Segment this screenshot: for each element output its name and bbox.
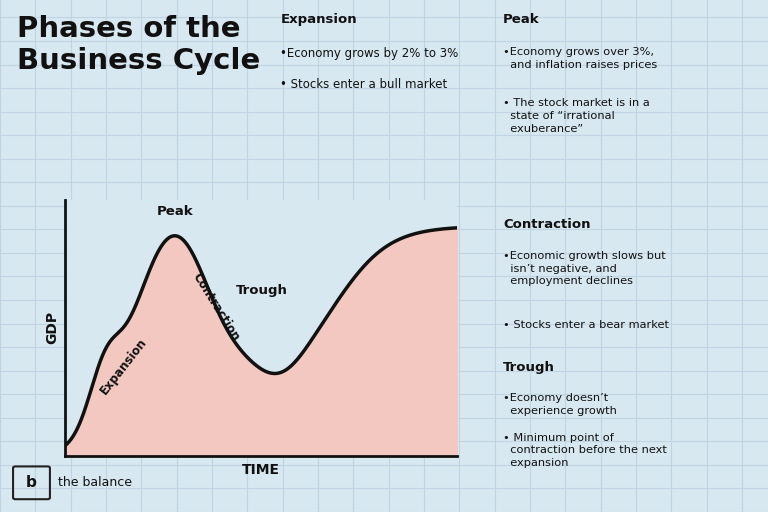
Text: Expansion: Expansion	[280, 13, 357, 26]
Text: Expansion: Expansion	[98, 335, 150, 397]
Text: • Minimum point of
  contraction before the next
  expansion: • Minimum point of contraction before th…	[503, 433, 667, 468]
Text: •Economy doesn’t
  experience growth: •Economy doesn’t experience growth	[503, 393, 617, 416]
Text: the balance: the balance	[58, 476, 131, 489]
X-axis label: TIME: TIME	[242, 463, 280, 477]
Text: Contraction: Contraction	[503, 218, 591, 230]
Text: • Stocks enter a bear market: • Stocks enter a bear market	[503, 320, 669, 330]
Text: Phases of the
Business Cycle: Phases of the Business Cycle	[17, 15, 260, 75]
Text: Contraction: Contraction	[190, 271, 242, 344]
Text: •Economy grows over 3%,
  and inflation raises prices: •Economy grows over 3%, and inflation ra…	[503, 47, 657, 70]
Text: Peak: Peak	[503, 13, 540, 26]
Text: Trough: Trough	[236, 284, 287, 297]
Text: Trough: Trough	[503, 361, 555, 374]
Text: • Stocks enter a bull market: • Stocks enter a bull market	[280, 78, 448, 91]
Text: •Economy grows by 2% to 3%: •Economy grows by 2% to 3%	[280, 47, 458, 60]
Text: •Economic growth slows but
  isn’t negative, and
  employment declines: •Economic growth slows but isn’t negativ…	[503, 251, 666, 287]
Text: • The stock market is in a
  state of “irrational
  exuberance”: • The stock market is in a state of “irr…	[503, 98, 650, 134]
Text: b: b	[26, 475, 37, 490]
Text: Peak: Peak	[157, 205, 193, 218]
Y-axis label: GDP: GDP	[46, 311, 60, 344]
